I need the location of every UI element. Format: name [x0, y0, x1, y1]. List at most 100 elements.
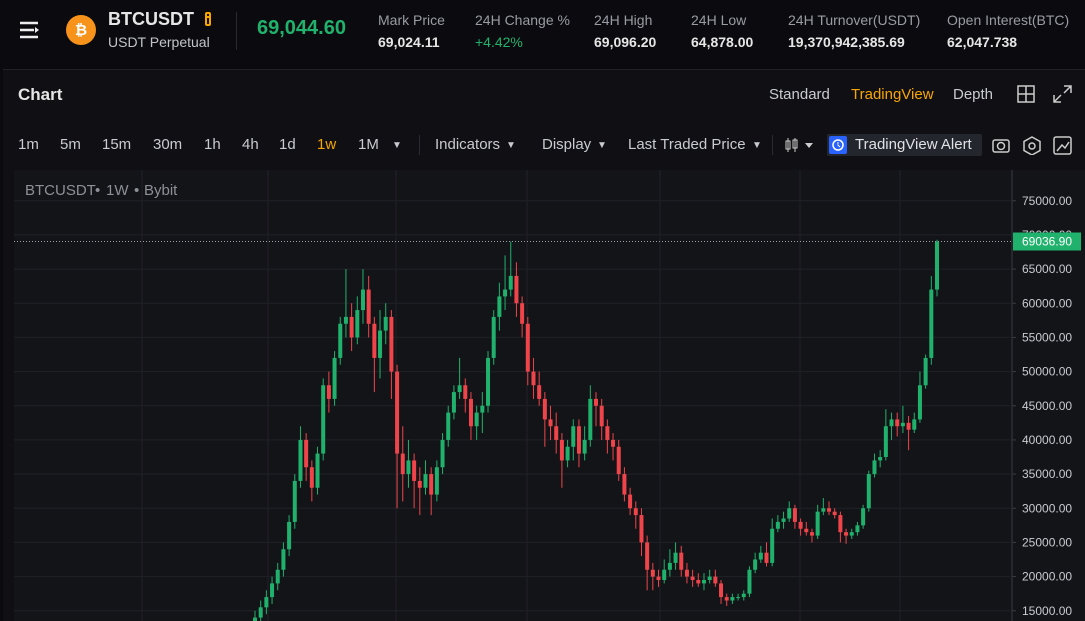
candle-body — [582, 439, 587, 454]
candle-body — [366, 289, 371, 324]
interval[interactable]: 1w — [317, 136, 337, 153]
dropdown-arrow[interactable]: ▼ — [506, 140, 516, 151]
tab[interactable]: Depth — [953, 86, 994, 103]
candle-body — [576, 426, 581, 454]
candle-body — [571, 426, 576, 447]
candle-body — [684, 569, 689, 577]
candle-body — [378, 330, 383, 358]
candle-body — [781, 518, 786, 522]
candle-body — [861, 508, 866, 526]
interval[interactable]: 4h — [242, 136, 259, 153]
candle-style-icon[interactable] — [784, 137, 818, 153]
info-icon[interactable] — [202, 12, 214, 26]
symbol[interactable]: BTCUSDT — [108, 9, 194, 29]
tab[interactable]: TradingView — [851, 86, 934, 103]
interval[interactable]: 1M — [358, 136, 379, 153]
candle-body — [645, 542, 650, 570]
candle-body — [594, 398, 598, 406]
y-tick-label: 65000.00 — [1022, 262, 1072, 276]
candle-body — [321, 385, 326, 454]
candle-body — [662, 569, 667, 580]
candle-body — [548, 419, 553, 427]
candle-body — [315, 453, 320, 488]
interval[interactable]: 15m — [102, 136, 132, 153]
stat-label: 24H Turnover(USDT) — [788, 12, 921, 28]
candle-body — [656, 576, 661, 580]
candle-body — [679, 552, 684, 570]
stat-label: 24H High — [594, 12, 653, 28]
candle-body — [764, 552, 769, 563]
candle-body — [429, 474, 434, 495]
time-grid — [141, 170, 901, 621]
candle-body — [514, 275, 519, 304]
candle-body — [844, 532, 849, 536]
candle-body — [775, 521, 780, 529]
y-tick-label: 30000.00 — [1022, 501, 1072, 515]
dropdown-arrow[interactable]: ▼ — [392, 140, 402, 151]
stat-label: Mark Price — [378, 12, 445, 28]
candle-body — [434, 467, 439, 495]
candle-body — [917, 385, 922, 420]
candle-body — [525, 323, 530, 372]
candle-body — [878, 457, 883, 461]
candle-body — [815, 511, 820, 536]
layout-icons[interactable] — [1017, 85, 1075, 105]
candle-body — [736, 597, 741, 599]
alert-button[interactable] — [827, 134, 982, 156]
candle-body — [753, 559, 758, 570]
candle-body — [457, 385, 462, 393]
candle-body — [611, 439, 616, 447]
dropdown-arrow[interactable]: ▼ — [597, 140, 607, 151]
candle-body — [741, 593, 746, 598]
candle-body — [832, 511, 837, 516]
interval[interactable]: 1h — [204, 136, 221, 153]
candle-body — [451, 392, 456, 413]
candle-body — [253, 617, 257, 621]
candle-body — [258, 607, 263, 618]
candle-body — [724, 597, 729, 601]
candle-body — [360, 289, 365, 311]
candle-body — [701, 580, 706, 584]
candle-body — [298, 439, 303, 481]
stat-value: 69,024.11 — [378, 34, 440, 50]
interval[interactable]: 5m — [60, 136, 81, 153]
interval[interactable]: 30m — [153, 136, 183, 153]
candle-body — [355, 310, 360, 338]
candle-body — [827, 508, 832, 512]
candle-body — [849, 532, 854, 536]
menu[interactable]: Display — [542, 136, 592, 153]
candle-body — [787, 508, 792, 519]
candle-body — [400, 453, 405, 475]
candle-body — [383, 316, 388, 331]
menu[interactable]: Last Traded Price — [628, 136, 746, 153]
interval[interactable]: 1d — [279, 136, 296, 153]
tab[interactable]: Standard — [769, 86, 830, 103]
candle-body — [588, 398, 593, 440]
alert-label[interactable]: TradingView Alert — [855, 136, 972, 153]
candle-body — [906, 422, 911, 430]
candle-body — [486, 357, 491, 406]
y-tick-label: 55000.00 — [1022, 330, 1072, 344]
candle-body — [923, 357, 928, 386]
candle-body — [673, 552, 678, 563]
candle-body — [491, 316, 496, 358]
candle-body — [304, 439, 309, 468]
interval[interactable]: 1m — [18, 136, 39, 153]
candle-body — [929, 289, 934, 358]
candle-body — [633, 508, 638, 516]
candle-body — [406, 460, 411, 475]
candle-body — [542, 398, 547, 420]
tool-icons[interactable] — [991, 135, 1075, 155]
candle-body — [503, 289, 508, 297]
menu[interactable]: Indicators — [435, 136, 501, 153]
candle-body — [747, 569, 752, 594]
y-tick-label: 60000.00 — [1022, 296, 1072, 310]
plot-background — [14, 170, 1085, 621]
candle-body — [423, 474, 428, 488]
divider — [236, 12, 237, 50]
dropdown-arrow[interactable]: ▼ — [752, 140, 762, 151]
price-label: 69036.90 — [1022, 234, 1072, 248]
stat-value: 69,096.20 — [594, 34, 657, 50]
candle-body — [292, 480, 297, 522]
menu-icon[interactable] — [18, 20, 42, 40]
